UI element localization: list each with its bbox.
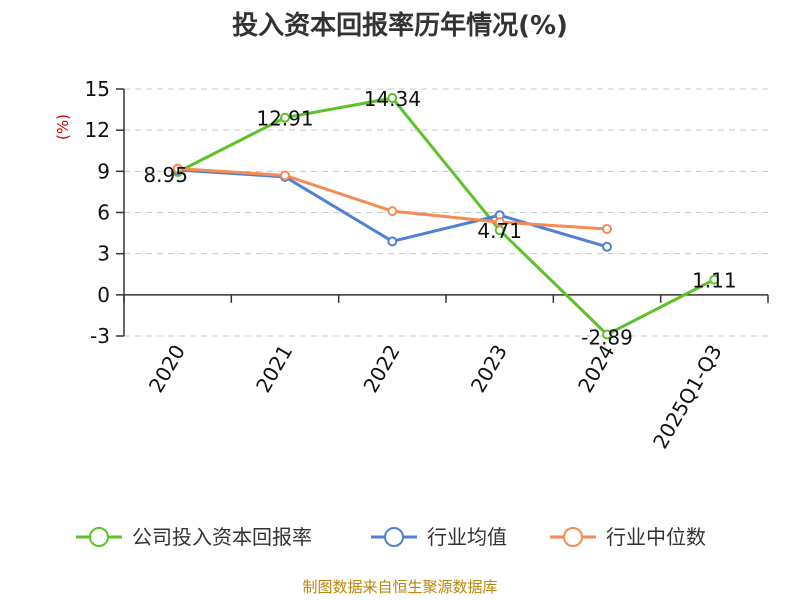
- y-tick-label-5: 12: [85, 118, 110, 142]
- legend-label-0: 公司投入资本回报率: [132, 525, 312, 549]
- x-tick-label-0: 2020: [144, 341, 190, 397]
- y-tick-label-0: -3: [90, 324, 110, 348]
- data-label-3: 4.71: [477, 219, 522, 243]
- series-2-point-1: [280, 170, 290, 181]
- legend-label-2: 行业中位数: [606, 525, 706, 549]
- data-labels: 8.95 12.91 14.34 4.71 -2.89 1.11: [143, 87, 736, 349]
- source-note: 制图数据来自恒生聚源数据库: [302, 578, 497, 596]
- series-line-0: [176, 96, 716, 336]
- y-tick-label-4: 9: [97, 159, 110, 183]
- y-tick-label-3: 6: [97, 201, 110, 225]
- series-lines: [172, 93, 720, 340]
- series-1-point-4: [602, 241, 612, 252]
- legend-label-1: 行业均值: [427, 525, 507, 549]
- legend: 公司投入资本回报率 行业均值 行业中位数: [76, 525, 706, 549]
- legend-marker-1: [384, 527, 404, 547]
- series-2-point-4: [602, 223, 612, 234]
- series-0-point-5: [709, 274, 720, 285]
- series-2-point-3: [494, 217, 505, 228]
- data-label-4: -2.89: [581, 325, 633, 349]
- data-label-2: 14.34: [364, 87, 421, 111]
- series-1-point-2: [387, 236, 398, 247]
- legend-marker-0: [89, 527, 109, 547]
- x-tick-label-5: 2025Q1-Q3: [648, 341, 727, 453]
- data-label-0: 8.95: [143, 163, 188, 187]
- data-label-5: 1.11: [692, 269, 737, 293]
- series-2-point-0: [172, 163, 183, 174]
- y-tick-label-6: 15: [85, 77, 110, 101]
- y-axis-label: (%): [54, 114, 72, 140]
- series-line-2: [177, 167, 608, 231]
- legend-marker-2: [563, 527, 583, 547]
- series-0-point-1: [280, 112, 290, 123]
- y-tick-label-1: 0: [97, 283, 110, 307]
- series-2-point-2: [387, 206, 398, 217]
- series-0-point-4: [602, 329, 612, 340]
- grid: [124, 88, 768, 337]
- data-label-1: 12.91: [256, 107, 313, 131]
- x-tick-label-1: 2021: [251, 341, 297, 397]
- y-tick-label-2: 3: [97, 242, 110, 266]
- chart-title: 投入资本回报率历年情况(%): [232, 10, 568, 41]
- x-tick-label-2: 2022: [358, 341, 404, 397]
- series-0-point-2: [387, 93, 398, 104]
- x-tick-label-3: 2023: [466, 340, 512, 396]
